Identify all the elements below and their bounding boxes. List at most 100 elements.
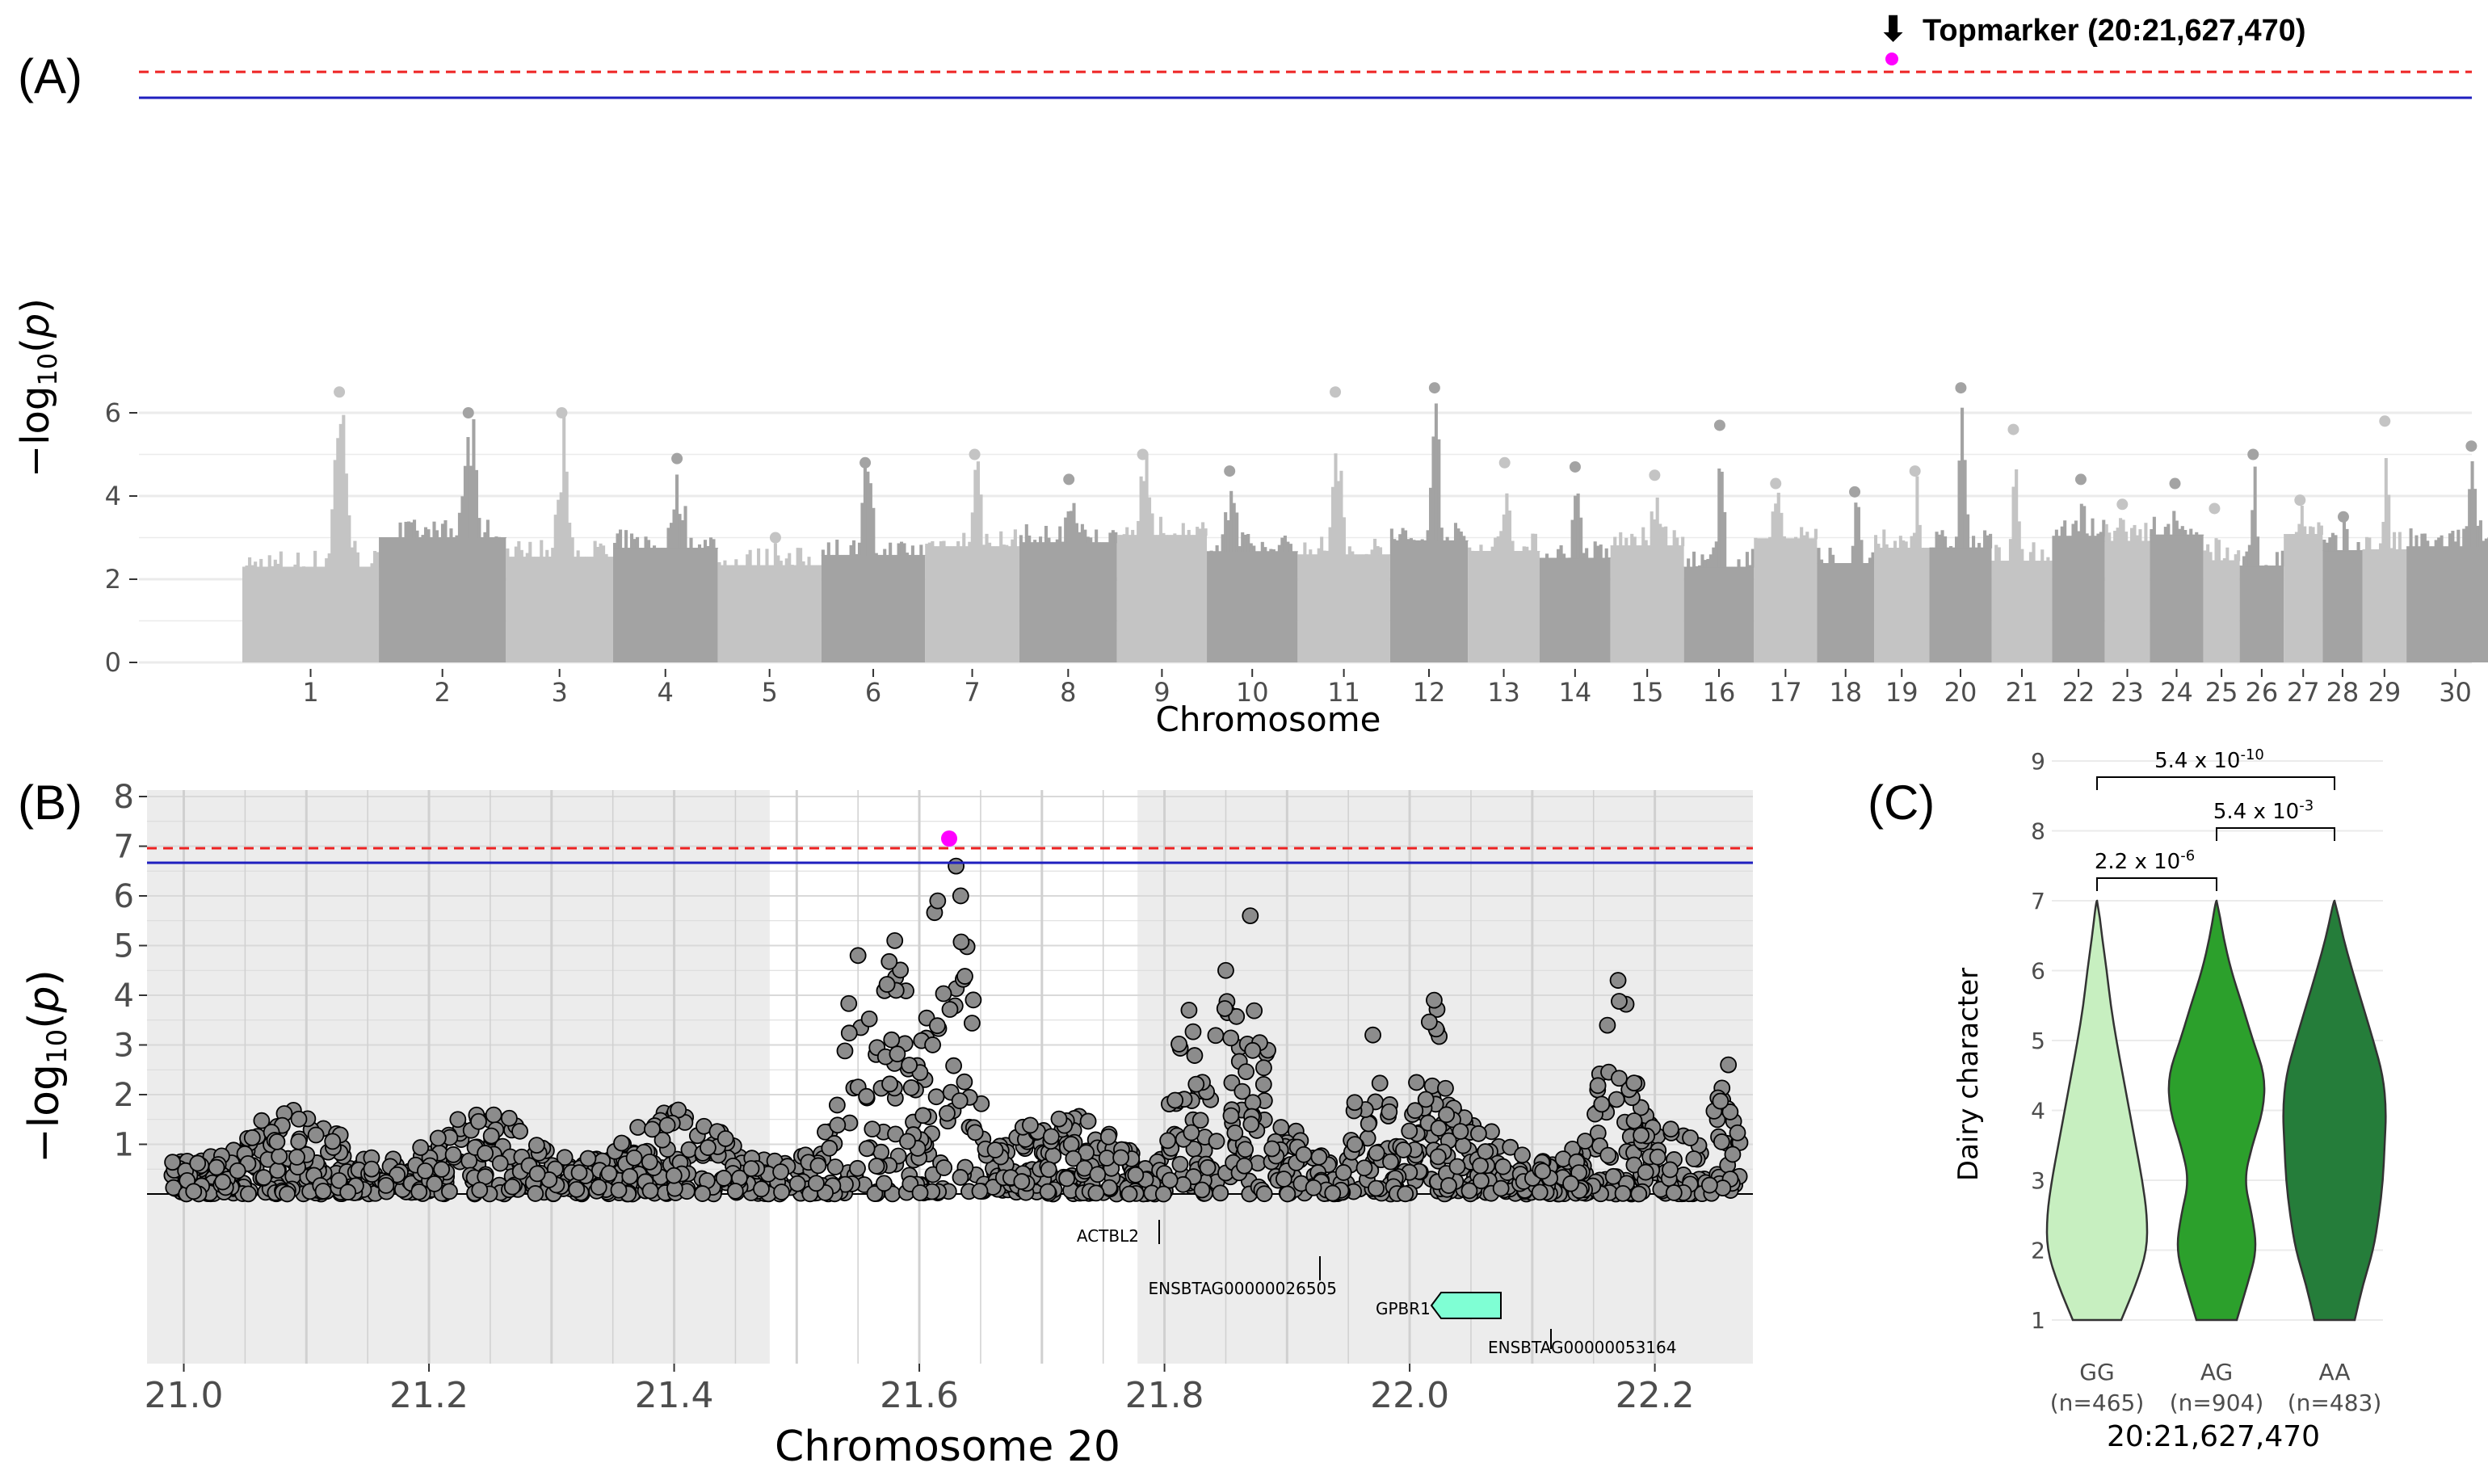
snp-point: [1368, 1179, 1385, 1197]
snp-column: [1831, 554, 1835, 565]
snp-column: [2322, 540, 2326, 552]
snp-point: [836, 1042, 854, 1060]
snp-point: [1191, 1112, 1209, 1129]
snp-column: [2423, 533, 2427, 548]
snp-column: [725, 565, 729, 566]
snp-point: [715, 1170, 733, 1187]
panel-b-ytick-label: 6: [114, 878, 134, 915]
chromosome-peak-point: [1909, 465, 1921, 477]
snp-column: [1448, 540, 1452, 541]
snp-column: [2317, 522, 2321, 536]
snp-column: [813, 565, 817, 566]
snp-column: [1252, 545, 1256, 553]
snp-point: [1013, 1173, 1031, 1190]
snp-column: [2353, 550, 2358, 552]
snp-point: [1120, 1185, 1138, 1203]
snp-column: [2325, 542, 2329, 552]
snp-column: [1871, 552, 1875, 565]
snp-column: [271, 565, 275, 568]
snp-point: [1395, 1141, 1412, 1158]
panel-a-xtick-label: 20: [1944, 677, 1977, 708]
snp-column: [500, 537, 504, 539]
snp-point: [1233, 1083, 1251, 1100]
snp-column: [742, 565, 746, 566]
snp-column: [2015, 469, 2019, 562]
snp-column: [350, 547, 354, 568]
snp-column: [1765, 538, 1769, 540]
gene-gpbr1-box: [1430, 1292, 1502, 1319]
snp-column: [1955, 536, 1959, 549]
snp-column: [2152, 516, 2156, 536]
snp-column: [908, 554, 912, 556]
chromosome-4-points: [612, 452, 719, 662]
snp-column: [2104, 523, 2108, 542]
snp-column: [446, 537, 451, 539]
snp-column: [2144, 523, 2148, 542]
snp-point: [1171, 1155, 1189, 1173]
snp-column: [649, 548, 654, 549]
snp-column: [746, 554, 750, 566]
snp-column: [565, 471, 569, 558]
snp-column: [1443, 540, 1447, 541]
snp-column: [1224, 512, 1228, 553]
panel-b-xtick-label: 21.0: [145, 1375, 224, 1416]
snp-point: [444, 1146, 462, 1163]
snp-column: [1364, 553, 1368, 556]
snp-column: [466, 437, 470, 539]
chromosome-5-points: [717, 532, 822, 662]
snp-point: [324, 1133, 342, 1150]
snp-column: [790, 565, 794, 566]
snp-column: [1794, 536, 1798, 540]
snp-column: [443, 520, 448, 539]
snp-column: [2272, 565, 2276, 567]
snp-column: [818, 565, 822, 566]
snp-point: [939, 1104, 956, 1122]
snp-column: [1759, 538, 1763, 540]
panel-c-ytick-label: 1: [2031, 1307, 2045, 1334]
snp-point: [881, 1075, 898, 1093]
snp-column: [1865, 563, 1869, 565]
chromosome-peak-point: [556, 407, 568, 418]
snp-column: [1258, 551, 1262, 553]
snp-column: [2163, 527, 2167, 536]
snp-column: [1002, 544, 1006, 548]
snp-column: [2110, 540, 2114, 542]
snp-column: [355, 552, 359, 568]
snp-point: [255, 1169, 272, 1186]
snp-column: [1683, 566, 1687, 568]
panel-a-xtick-label: 5: [761, 677, 777, 708]
snp-point: [433, 1161, 451, 1178]
snp-column: [1860, 540, 1864, 565]
panel-a-x-axis: 1 2 3 4 5 6 7 8 9 10 11 12 13 14 15 16 17 18 19 20 21 22 23 24 2…: [302, 669, 2472, 708]
snp-column: [644, 536, 648, 549]
snp-column: [1353, 554, 1357, 556]
snp-point: [849, 1159, 866, 1177]
snp-column: [604, 553, 608, 558]
snp-column: [1499, 531, 1503, 553]
snp-column: [2161, 534, 2165, 536]
snp-column: [1805, 532, 1809, 540]
snp-column: [2178, 528, 2182, 536]
chromosome-30-points: [2406, 440, 2488, 662]
snp-point: [449, 1111, 467, 1129]
panel-b-x-axis: 21.0 21.2 21.4 21.6 21.8 22.0 22.2: [145, 1364, 1695, 1416]
snp-column: [1044, 525, 1049, 544]
snp-column: [472, 418, 476, 539]
snp-point: [1212, 1184, 1229, 1202]
snp-column: [877, 554, 881, 556]
chromosome-band: [1991, 561, 2053, 662]
snp-peak-point: [1720, 1056, 1738, 1074]
snp-column: [242, 566, 246, 568]
snp-column: [1351, 551, 1355, 556]
chromosome-16-points: [1683, 419, 1755, 662]
snp-column: [1294, 551, 1298, 553]
snp-column: [2384, 458, 2388, 550]
panel-b-xtick-label: 21.6: [880, 1375, 959, 1416]
snp-column: [1331, 486, 1335, 556]
snp-column: [1921, 548, 1925, 549]
snp-point: [1429, 1148, 1447, 1166]
snp-column: [1851, 545, 1855, 565]
snp-column: [440, 523, 445, 539]
snp-column: [2451, 531, 2455, 548]
chromosome-peak-point: [969, 448, 981, 460]
